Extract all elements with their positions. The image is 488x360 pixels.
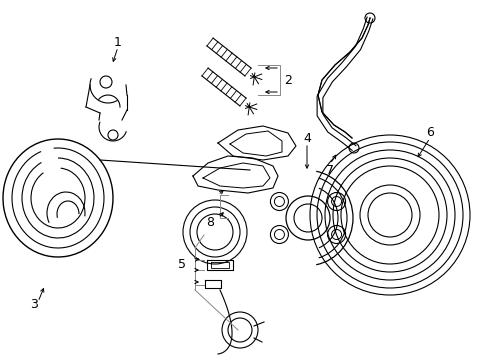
Text: 1: 1 bbox=[114, 36, 122, 49]
Text: 8: 8 bbox=[205, 216, 214, 229]
Text: 4: 4 bbox=[303, 131, 310, 144]
Text: 5: 5 bbox=[178, 258, 185, 271]
Text: 7: 7 bbox=[325, 163, 333, 176]
Text: 6: 6 bbox=[425, 126, 433, 139]
Text: 2: 2 bbox=[284, 73, 291, 86]
Text: 3: 3 bbox=[30, 298, 38, 311]
